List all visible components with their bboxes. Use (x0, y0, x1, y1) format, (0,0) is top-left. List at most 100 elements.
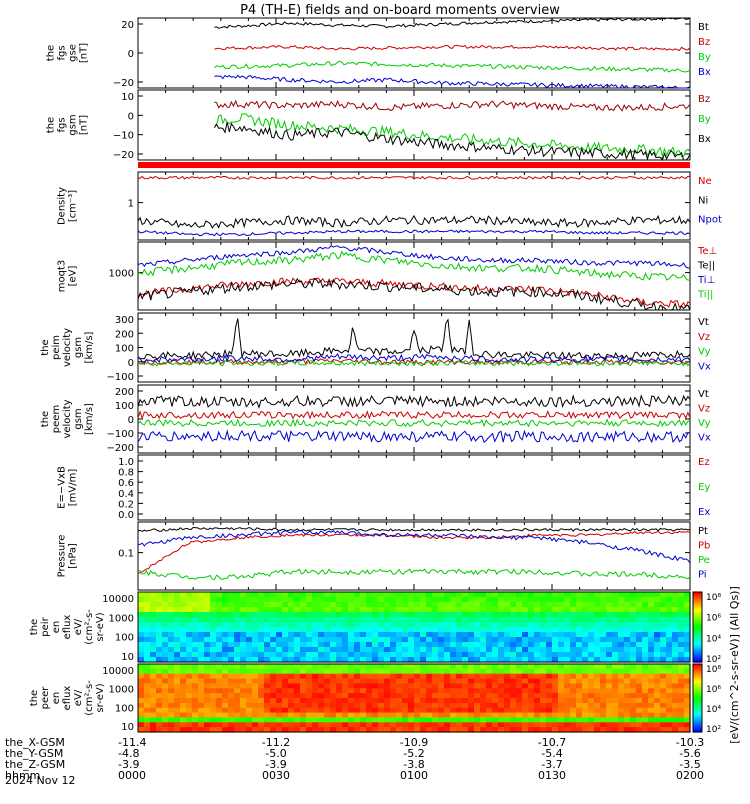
heatmap-cell (402, 612, 409, 618)
heatmap-cell (558, 727, 565, 733)
heatmap-cell (510, 607, 517, 613)
series-Ne (137, 175, 691, 180)
heatmap-cell (174, 592, 181, 598)
heatmap-cell (432, 678, 439, 685)
heatmap-cell (468, 617, 475, 623)
heatmap-cell (576, 657, 583, 663)
heatmap-cell (402, 592, 409, 598)
heatmap-cell (438, 683, 445, 689)
heatmap-cell (408, 702, 415, 709)
heatmap-cell (612, 642, 619, 648)
heatmap-cell (252, 702, 259, 709)
panel-frame (137, 17, 691, 89)
heatmap-cell (270, 637, 277, 643)
heatmap-cell (318, 647, 325, 653)
colorbar-cell (693, 709, 702, 713)
heatmap-cell (570, 647, 577, 653)
heatmap-cell (558, 602, 565, 608)
legend-Ex: Ex (698, 507, 710, 518)
heatmap-cell (180, 627, 187, 633)
ytick-label: 1000 (109, 685, 134, 696)
heatmap-cell (474, 688, 481, 694)
heatmap-cell (270, 673, 277, 680)
heatmap-cell (192, 678, 199, 685)
heatmap-cell (480, 602, 487, 608)
heatmap-cell (450, 707, 457, 714)
heatmap-cell (462, 612, 469, 618)
heatmap-cell (528, 642, 535, 648)
heatmap-cell (168, 637, 175, 643)
heatmap-cell (306, 607, 313, 613)
heatmap-cell (648, 688, 655, 694)
series-Bz (214, 44, 691, 51)
heatmap-cell (594, 617, 601, 623)
heatmap-cell (630, 597, 637, 603)
heatmap-cell (300, 592, 307, 598)
heatmap-cell (684, 612, 691, 618)
heatmap-cell (504, 717, 511, 723)
heatmap-cell (468, 683, 475, 689)
heatmap-cell (522, 693, 529, 699)
heatmap-cell (336, 668, 343, 675)
heatmap-cell (618, 727, 625, 733)
heatmap-cell (372, 678, 379, 685)
heatmap-cell (324, 647, 331, 653)
heatmap-cell (204, 702, 211, 709)
heatmap-cell (258, 622, 265, 628)
heatmap-cell (462, 707, 469, 714)
heatmap-cell (498, 602, 505, 608)
heatmap-cell (612, 637, 619, 643)
ylabel-line: the (46, 45, 57, 61)
heatmap-cell (450, 727, 457, 733)
heatmap-cell (660, 664, 667, 670)
colorbar-cell (693, 609, 702, 612)
heatmap-cell (624, 607, 631, 613)
heatmap-cell (600, 683, 607, 689)
heatmap-cell (288, 642, 295, 648)
legend-Vy: Vy (698, 347, 711, 358)
heatmap-cell (378, 727, 385, 733)
heatmap-cell (192, 597, 199, 603)
heatmap-cell (540, 727, 547, 733)
heatmap-cell (570, 664, 577, 670)
heatmap-cell (432, 673, 439, 680)
heatmap-cell (150, 678, 157, 685)
heatmap-cell (180, 693, 187, 699)
heatmap-cell (228, 642, 235, 648)
heatmap-cell (606, 597, 613, 603)
heatmap-cell (288, 673, 295, 680)
heatmap-cell (270, 597, 277, 603)
heatmap-cell (522, 678, 529, 685)
heatmap-cell (414, 702, 421, 709)
heatmap-cell (330, 727, 337, 733)
heatmap-cell (306, 702, 313, 709)
heatmap-cell (522, 592, 529, 598)
heatmap-cell (576, 722, 583, 728)
panel-10: the peer en eflux eV/(cm²-s-sr-eV)1000010001… (29, 663, 691, 733)
heatmap-cell (318, 727, 325, 733)
heatmap-cell (528, 712, 535, 719)
heatmap-cell (252, 652, 259, 658)
heatmap-cell (564, 707, 571, 714)
heatmap-cell (354, 632, 361, 638)
colorbar-cell (693, 699, 702, 702)
heatmap-cell (372, 683, 379, 689)
heatmap-cell (492, 664, 499, 670)
heatmap-cell (534, 632, 541, 638)
heatmap-cell (372, 592, 379, 598)
heatmap-cell (234, 617, 241, 623)
colorbar-tick: 10⁸ (706, 593, 721, 603)
heatmap-cell (156, 627, 163, 633)
heatmap-cell (240, 693, 247, 699)
heatmap-cell (516, 597, 523, 603)
heatmap-cell (654, 602, 661, 608)
heatmap-cell (468, 597, 475, 603)
heatmap-cell (240, 637, 247, 643)
heatmap-cell (648, 637, 655, 643)
heatmap-cell (552, 664, 559, 670)
heatmap-cell (402, 722, 409, 728)
heatmap-cell (660, 597, 667, 603)
series-Pt (137, 526, 691, 532)
heatmap-cell (276, 707, 283, 714)
heatmap-cell (654, 664, 661, 670)
